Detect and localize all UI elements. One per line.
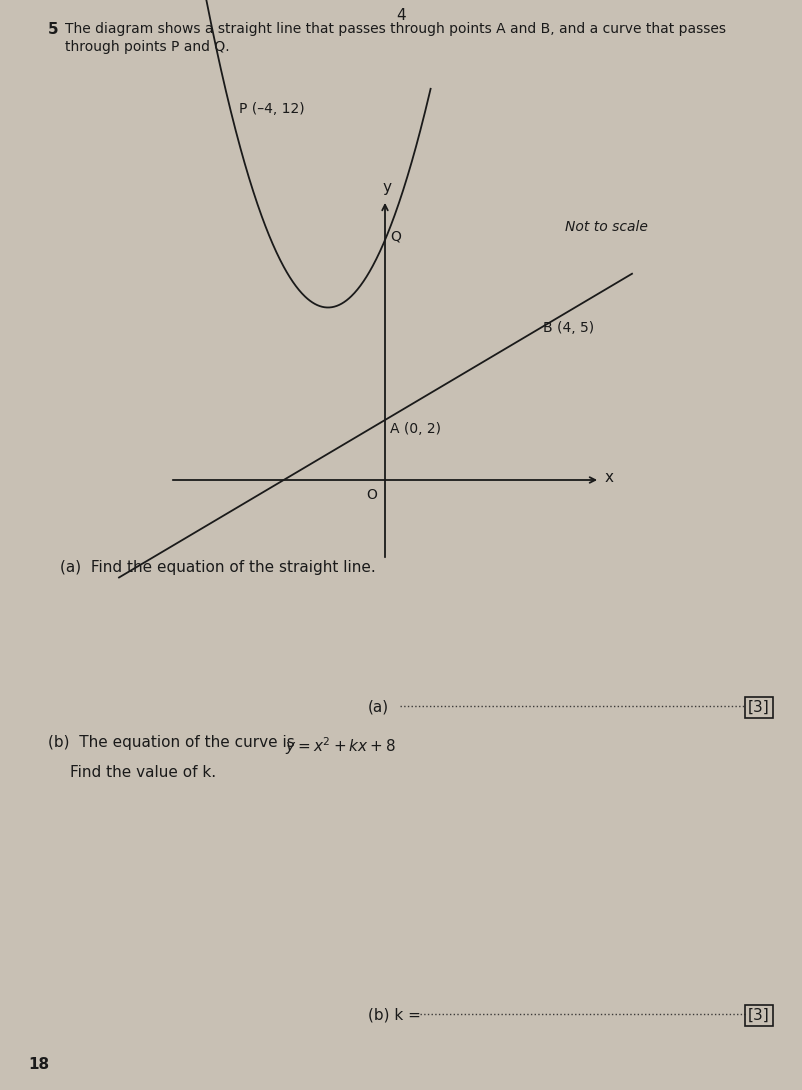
Text: Not to scale: Not to scale [565,220,648,234]
Text: [3]: [3] [748,700,770,715]
Text: 4: 4 [396,8,406,23]
Text: B (4, 5): B (4, 5) [543,320,594,335]
Text: 5: 5 [48,22,59,37]
Text: 18: 18 [28,1057,49,1071]
Text: $y = x^2 + kx + 8$: $y = x^2 + kx + 8$ [285,735,396,756]
Text: through points P and Q.: through points P and Q. [65,40,229,54]
Text: O: O [367,488,377,502]
Text: The diagram shows a straight line that passes through points A and B, and a curv: The diagram shows a straight line that p… [65,22,726,36]
Text: (a)  Find the equation of the straight line.: (a) Find the equation of the straight li… [60,560,376,576]
Text: x: x [605,471,614,485]
Text: P (–4, 12): P (–4, 12) [239,102,305,116]
Text: (b) k =: (b) k = [368,1008,421,1024]
Text: [3]: [3] [748,1008,770,1024]
Text: Find the value of k.: Find the value of k. [70,765,216,780]
Text: A (0, 2): A (0, 2) [390,422,441,436]
Text: (b)  The equation of the curve is: (b) The equation of the curve is [48,735,300,750]
Text: (a): (a) [368,700,389,715]
Text: y: y [383,180,391,195]
Text: Q: Q [390,229,401,243]
